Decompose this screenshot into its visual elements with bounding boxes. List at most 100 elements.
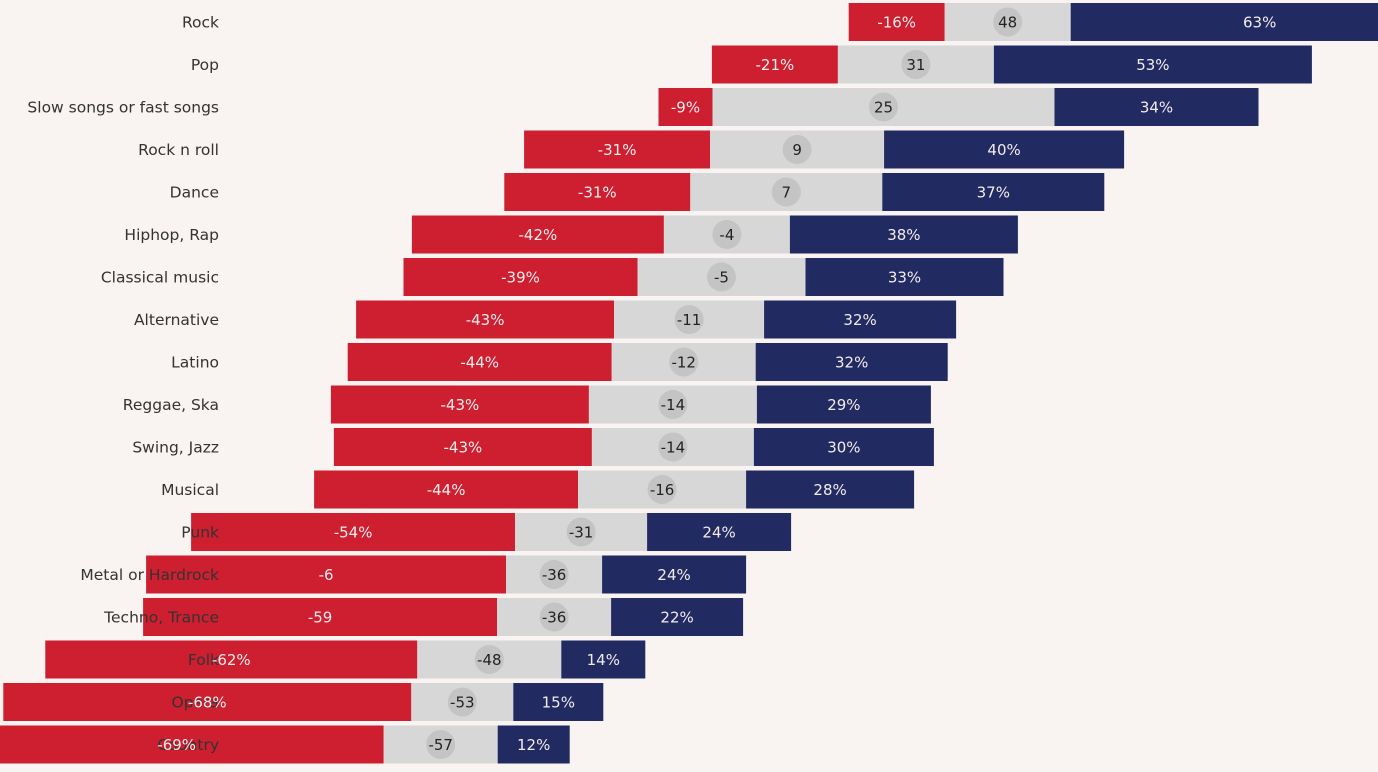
- net-marker-hiphop-rap: [712, 220, 742, 249]
- net-value-label-country: -57: [428, 736, 453, 754]
- net-value-label-rock: 48: [998, 14, 1017, 32]
- bar-negative-reggae-ska: [330, 385, 589, 424]
- bar-positive-metal-or-hardrock: [602, 555, 747, 594]
- negative-value-label-country: -69%: [157, 736, 196, 754]
- bar-positive-rock: [1070, 3, 1378, 41]
- category-label-reggae-ska: Reggae, Ska: [123, 396, 219, 414]
- negative-value-label-folk: -62%: [212, 651, 251, 669]
- net-value-label-opera: -53: [450, 694, 475, 712]
- negative-value-label-swing-jazz: -43%: [444, 439, 483, 457]
- positive-value-label-rock: 63%: [1243, 14, 1276, 32]
- bar-positive-country: [497, 725, 570, 764]
- net-marker-rock: [993, 7, 1023, 37]
- bar-positive-latino: [755, 343, 948, 381]
- category-label-latino: Latino: [171, 354, 219, 372]
- net-value-label-alternative: -11: [677, 311, 702, 329]
- positive-value-label-dance: 37%: [977, 184, 1010, 202]
- net-marker-classical-music: [707, 262, 736, 292]
- bar-positive-dance: [882, 173, 1105, 211]
- net-marker-swing-jazz: [658, 432, 688, 462]
- net-marker-pop: [901, 50, 931, 79]
- category-label-country: Country: [157, 736, 219, 754]
- bar-positive-swing-jazz: [753, 428, 934, 466]
- bar-positive-rock-n-roll: [884, 130, 1125, 169]
- bar-negative-punk: [191, 513, 516, 551]
- net-value-label-pop: 31: [906, 56, 925, 74]
- positive-value-label-reggae-ska: 29%: [827, 396, 860, 414]
- bar-positive-punk: [647, 513, 792, 551]
- category-label-opera: Opera: [172, 694, 219, 712]
- net-value-label-reggae-ska: -14: [661, 396, 686, 414]
- negative-value-label-rock: -16%: [877, 14, 916, 32]
- bar-positive-classical-music: [805, 258, 1004, 296]
- bar-positive-slow-songs-or-fast-songs: [1054, 88, 1259, 126]
- category-label-swing-jazz: Swing, Jazz: [132, 439, 219, 457]
- negative-value-label-musical: -44%: [427, 481, 466, 499]
- bar-negative-techno-trance: [143, 598, 498, 636]
- net-marker-latino: [669, 347, 699, 377]
- bar-positive-opera: [513, 683, 604, 721]
- net-marker-reggae-ska: [658, 390, 688, 419]
- net-value-label-musical: -16: [650, 481, 675, 499]
- positive-value-label-metal-or-hardrock: 24%: [657, 566, 690, 584]
- negative-value-label-latino: -44%: [460, 354, 499, 372]
- positive-value-label-opera: 15%: [542, 694, 575, 712]
- bar-negative-swing-jazz: [333, 428, 592, 466]
- positive-value-label-classical-music: 33%: [888, 269, 921, 287]
- net-marker-opera: [447, 687, 477, 717]
- category-label-slow-songs-or-fast-songs: Slow songs or fast songs: [27, 99, 219, 117]
- bar-positive-pop: [993, 45, 1312, 84]
- positive-value-label-hiphop-rap: 38%: [887, 226, 920, 244]
- category-label-musical: Musical: [161, 481, 219, 499]
- category-label-metal-or-hardrock: Metal or Hardrock: [80, 566, 219, 584]
- bar-negative-musical: [314, 470, 579, 509]
- bar-positive-musical: [746, 470, 915, 509]
- negative-value-label-alternative: -43%: [466, 311, 505, 329]
- bar-positive-folk: [561, 640, 646, 679]
- bars-layer: [0, 3, 1378, 764]
- net-value-label-dance: 7: [782, 184, 792, 202]
- net-marker-folk: [474, 645, 504, 674]
- bar-negative-pop: [711, 45, 838, 84]
- net-marker-dance: [771, 177, 801, 207]
- positive-value-label-pop: 53%: [1136, 56, 1169, 74]
- positive-value-label-country: 12%: [517, 736, 550, 754]
- net-value-label-slow-songs-or-fast-songs: 25: [874, 99, 893, 117]
- negative-value-label-opera: -68%: [188, 694, 227, 712]
- negative-value-label-punk: -54%: [334, 524, 373, 542]
- bar-negative-alternative: [356, 300, 615, 339]
- net-marker-rock-n-roll: [782, 135, 812, 164]
- net-marker-techno-trance: [539, 602, 569, 632]
- category-label-dance: Dance: [170, 184, 219, 202]
- net-value-label-punk: -31: [569, 524, 594, 542]
- positive-value-label-swing-jazz: 30%: [827, 439, 860, 457]
- category-label-hiphop-rap: Hiphop, Rap: [124, 226, 219, 244]
- bar-negative-hiphop-rap: [411, 215, 664, 254]
- net-marker-metal-or-hardrock: [539, 560, 569, 589]
- category-label-folk: Folk: [188, 651, 219, 669]
- net-marker-alternative: [674, 305, 704, 334]
- bar-positive-alternative: [764, 300, 957, 339]
- net-value-label-swing-jazz: -14: [661, 439, 686, 457]
- net-marker-musical: [647, 475, 677, 504]
- negative-value-label-metal-or-hardrock: -6: [319, 566, 334, 584]
- positive-value-label-musical: 28%: [813, 481, 846, 499]
- positive-value-label-techno-trance: 22%: [660, 609, 693, 627]
- net-value-label-hiphop-rap: -4: [719, 226, 734, 244]
- category-label-punk: Punk: [181, 524, 219, 542]
- negative-value-label-reggae-ska: -43%: [441, 396, 480, 414]
- category-label-rock-n-roll: Rock n roll: [138, 141, 219, 159]
- bar-negative-classical-music: [403, 258, 638, 296]
- bar-negative-metal-or-hardrock: [146, 555, 507, 594]
- positive-value-label-rock-n-roll: 40%: [987, 141, 1020, 159]
- net-value-label-folk: -48: [477, 651, 502, 669]
- net-marker-slow-songs-or-fast-songs: [869, 92, 898, 122]
- negative-value-label-rock-n-roll: -31%: [598, 141, 637, 159]
- negative-value-label-dance: -31%: [578, 184, 617, 202]
- negative-value-label-hiphop-rap: -42%: [519, 226, 558, 244]
- net-marker-country: [426, 730, 456, 759]
- bar-negative-country: [0, 725, 384, 764]
- net-marker-punk: [566, 517, 596, 547]
- net-markers-layer: 48 31 25 9 7 -4 -5 -11 -12 -14 -14 -16 -31 -36 -36 -48 -…: [426, 7, 1023, 759]
